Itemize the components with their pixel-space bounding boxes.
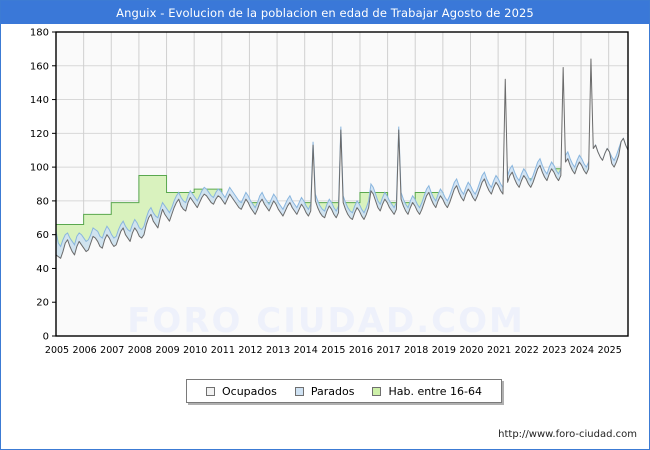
- legend-swatch-parados: [294, 386, 304, 396]
- x-axis-tick-label: 2013: [266, 345, 290, 356]
- x-axis-tick-label: 2011: [211, 345, 235, 356]
- y-axis-tick-label: 0: [43, 332, 49, 343]
- x-axis-tick-label: 2018: [404, 345, 428, 356]
- x-axis-tick-label: 2006: [73, 345, 97, 356]
- x-axis-tick-label: 2023: [542, 345, 566, 356]
- x-axis-tick-label: 2012: [238, 345, 262, 356]
- title-bar: Anguix - Evolucion de la poblacion en ed…: [1, 1, 649, 24]
- y-axis-tick-label: 100: [30, 163, 49, 174]
- x-axis-tick-label: 2025: [598, 345, 622, 356]
- x-axis-tick-label: 2007: [100, 345, 124, 356]
- y-axis-tick-label: 120: [30, 129, 49, 140]
- population-chart: 0 20 40 60 80 100 120 140 160 180 2005 2006 2007 2008…: [30, 28, 629, 356]
- legend-label-parados: Parados: [310, 384, 355, 398]
- x-axis-tick-label: 2009: [155, 345, 179, 356]
- x-axis-tick-label: 2008: [128, 345, 152, 356]
- x-axis-tick-label: 2014: [294, 345, 318, 356]
- x-axis-tick-label: 2016: [349, 345, 373, 356]
- x-axis-tick-label: 2021: [487, 345, 511, 356]
- y-axis-tick-label: 20: [36, 298, 49, 309]
- legend-label-ocupados: Ocupados: [222, 384, 277, 398]
- legend-item-ocupados: Ocupados: [206, 385, 277, 398]
- legend-item-habitantes: Hab. entre 16-64: [372, 385, 482, 398]
- legend-swatch-habitantes: [372, 386, 382, 396]
- x-axis-tick-label: 2022: [515, 345, 539, 356]
- x-axis-tick-label: 2020: [459, 345, 483, 356]
- y-axis-tick-label: 80: [36, 196, 49, 207]
- y-axis-tick-label: 180: [30, 28, 49, 39]
- x-axis-tick-label: 2015: [321, 345, 345, 356]
- x-axis-tick-label: 2019: [432, 345, 456, 356]
- x-axis-tick-label: 2005: [45, 345, 69, 356]
- x-axis-tick-label: 2017: [377, 345, 401, 356]
- y-axis-tick-label: 60: [36, 230, 49, 241]
- x-axis-tick-label: 2024: [570, 345, 594, 356]
- chart-legend: Ocupados Parados Hab. entre 16-64: [186, 379, 503, 403]
- x-axis-tick-label: 2010: [183, 345, 207, 356]
- y-axis-tick-label: 160: [30, 61, 49, 72]
- chart-canvas: 0 20 40 60 80 100 120 140 160 180 2005 2006 2007 2008…: [1, 24, 649, 449]
- legend-swatch-ocupados: [206, 386, 215, 396]
- y-axis-tick-label: 40: [36, 264, 49, 275]
- source-url: http://www.foro-ciudad.com: [498, 429, 637, 440]
- page-title: Anguix - Evolucion de la poblacion en ed…: [116, 5, 534, 20]
- legend-item-parados: Parados: [294, 384, 355, 398]
- y-axis-tick-label: 140: [30, 95, 49, 106]
- legend-label-habitantes: Hab. entre 16-64: [388, 384, 483, 398]
